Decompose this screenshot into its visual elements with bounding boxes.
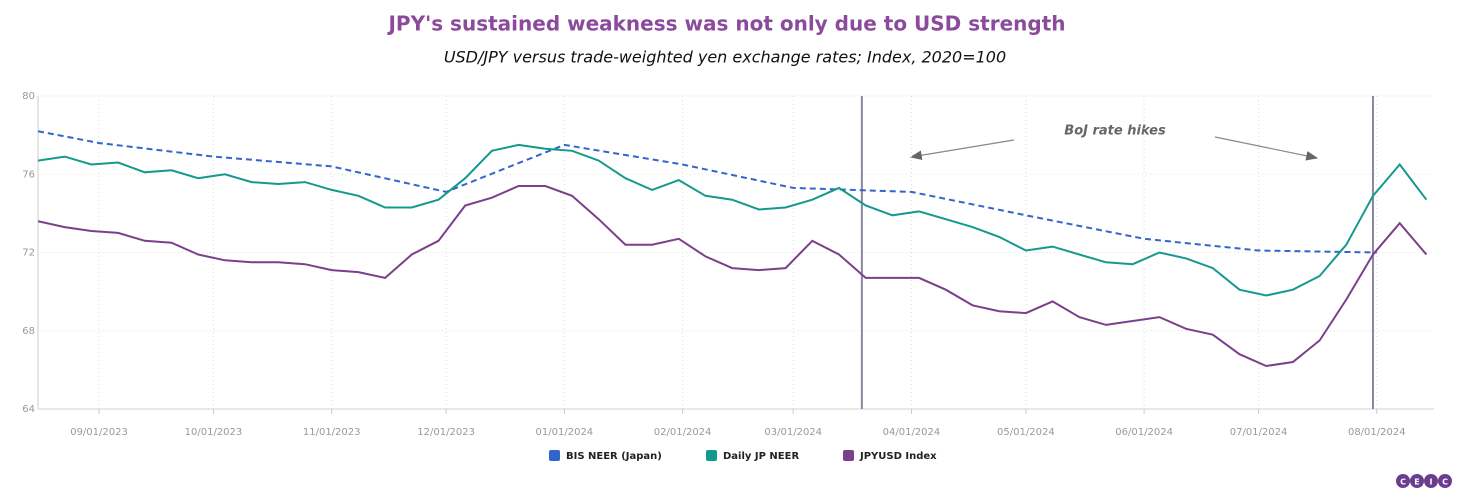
x-tick-label: 04/01/2024 bbox=[883, 427, 941, 438]
legend-label: Daily JP NEER bbox=[723, 451, 799, 462]
series-line bbox=[38, 185, 1428, 368]
x-tick-label: 05/01/2024 bbox=[997, 427, 1055, 438]
logo-letter: C bbox=[1442, 478, 1448, 487]
logo-dot bbox=[1410, 474, 1424, 488]
x-tick-label: 10/01/2023 bbox=[185, 427, 243, 438]
y-tick-label: 68 bbox=[22, 326, 35, 337]
logo-letter: C bbox=[1400, 478, 1406, 487]
annotation-arrow bbox=[909, 139, 1015, 160]
annotation-arrow bbox=[1214, 136, 1319, 161]
x-tick-label: 07/01/2024 bbox=[1230, 427, 1288, 438]
series-line bbox=[38, 130, 1377, 254]
x-tick-label: 09/01/2023 bbox=[70, 427, 128, 438]
x-tick-label: 03/01/2024 bbox=[764, 427, 822, 438]
logo-letter: E bbox=[1414, 478, 1419, 487]
chart-title: JPY's sustained weakness was not only du… bbox=[386, 12, 1065, 36]
x-tick-label: 01/01/2024 bbox=[536, 427, 594, 438]
logo-dot bbox=[1396, 474, 1410, 488]
legend-swatch bbox=[549, 450, 560, 461]
x-tick-label: 02/01/2024 bbox=[654, 427, 712, 438]
legend-swatch bbox=[706, 450, 717, 461]
x-tick-label: 12/01/2023 bbox=[417, 427, 475, 438]
x-tick-label: 08/01/2024 bbox=[1348, 427, 1406, 438]
y-tick-label: 64 bbox=[22, 404, 35, 415]
legend-swatch bbox=[843, 450, 854, 461]
legend-label: BIS NEER (Japan) bbox=[566, 451, 662, 462]
x-tick-label: 06/01/2024 bbox=[1115, 427, 1173, 438]
series-line bbox=[38, 143, 1428, 297]
x-tick-label: 11/01/2023 bbox=[303, 427, 361, 438]
y-tick-label: 76 bbox=[22, 169, 35, 180]
legend-label: JPYUSD Index bbox=[859, 451, 937, 462]
annotation: BoJ rate hikes bbox=[1064, 124, 1166, 139]
y-tick-label: 80 bbox=[22, 91, 35, 102]
logo-dot bbox=[1424, 474, 1438, 488]
logo-dot bbox=[1438, 474, 1452, 488]
y-tick-label: 72 bbox=[22, 248, 35, 259]
logo-letter: I bbox=[1430, 478, 1433, 487]
chart-subtitle: USD/JPY versus trade-weighted yen exchan… bbox=[444, 48, 1006, 67]
